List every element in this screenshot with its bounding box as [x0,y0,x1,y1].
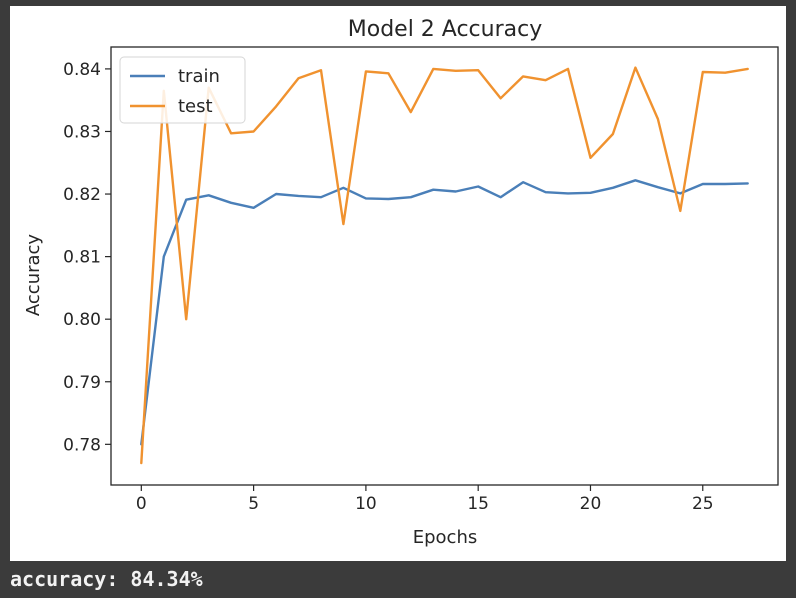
series-line-test [140,66,749,465]
y-tick-label: 0.84 [63,60,101,80]
x-tick-label: 0 [136,494,147,514]
y-tick-label: 0.78 [63,435,101,455]
y-tick-label: 0.82 [63,185,101,205]
chart-figure: Model 2 Accuracy 0 5 10 15 20 25 0.78 0.79 0.80 0… [10,6,786,561]
x-tick-label: 10 [355,494,377,514]
x-tick-label: 20 [580,494,602,514]
y-axis-label: Accuracy [23,234,44,317]
series-line-train [140,179,749,446]
line-chart: Model 2 Accuracy 0 5 10 15 20 25 0.78 0.79 0.80 0… [23,17,779,548]
x-tick-label: 15 [467,494,489,514]
legend-label-test: test [178,96,213,117]
y-tick-label: 0.81 [63,248,101,268]
legend-label-train: train [178,66,220,87]
accuracy-output-text: accuracy: 84.34% [10,567,203,591]
y-tick-label: 0.79 [63,373,101,393]
y-tick-label: 0.83 [63,122,101,142]
chart-title: Model 2 Accuracy [348,17,542,42]
x-tick-label: 5 [248,494,259,514]
x-axis-label: Epochs [413,527,478,548]
y-tick-label: 0.80 [63,310,101,330]
chart-legend: train test [119,56,246,124]
plot-frame [110,46,779,486]
x-tick-label: 25 [692,494,714,514]
